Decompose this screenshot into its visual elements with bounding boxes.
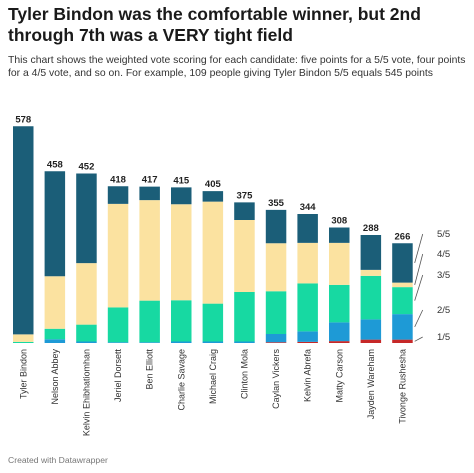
bar-segment-4-5-kelvin-abrefa [297,242,318,284]
bar-segment-2-5-jayden-wareham [360,319,382,340]
bar-segment-4-5-jayden-wareham [360,269,382,276]
bar-segment-2-5-kelvin-abrefa [297,331,318,342]
bar-segment-4-5-tivonge-rushesha [392,282,413,288]
bar-segment-3-5-charlie-savage [171,300,192,342]
legend-connector-2-5 [414,309,424,328]
category-label-tivonge-rushesha: Tivonge Rushesha [397,349,407,424]
chart-description: This chart shows the weighted vote scori… [8,55,466,80]
bar-segment-5-5-jayden-wareham [360,235,382,270]
bar-segment-3-5-michael-craig [202,303,224,342]
total-label-caylan-vickers: 355 [268,198,285,209]
category-label-michael-craig: Michael Craig [208,349,218,404]
bar-segment-5-5-charlie-savage [171,187,192,205]
bar-segment-5-5-kelvin-abrefa [297,214,318,243]
category-label-tyler-bindon: Tyler Bindon [18,349,28,399]
bar-segment-5-5-kelvin-ehibhatiomhan [76,173,97,264]
category-label-ben-elliott: Ben Elliott [145,349,155,390]
bar-segment-4-5-ben-elliott [139,200,160,301]
bar-segment-4-5-tyler-bindon [13,334,34,342]
chart-title: Tyler Bindon was the comfortable winner,… [8,4,421,45]
category-label-nelson-abbey: Nelson Abbey [50,349,60,405]
bar-segment-3-5-kelvin-ehibhatiomhan [76,324,97,342]
bar-segment-5-5-tyler-bindon [13,126,34,335]
bar-segment-2-5-caylan-vickers [265,334,287,343]
total-label-kelvin-abrefa: 344 [300,202,317,213]
bar-segment-5-5-clinton-mola [234,202,255,220]
category-label-jayden-wareham: Jayden Wareham [366,349,376,419]
bar-segment-4-5-kelvin-ehibhatiomhan [76,263,97,325]
bar-segment-5-5-michael-craig [202,191,224,202]
bar-segment-5-5-matty-carson [329,227,350,243]
total-label-tyler-bindon: 578 [15,114,31,125]
bar-segment-5-5-nelson-abbey [44,171,66,277]
bar-segment-2-5-clinton-mola [234,341,255,343]
category-label-kelvin-ehibhatiomhan: Kelvin Ehibhatiomhan [81,349,91,436]
legend-connector-1-5 [414,336,423,342]
total-label-clinton-mola: 375 [237,190,254,201]
category-label-kelvin-abrefa: Kelvin Abrefa [303,349,313,402]
bar-segment-4-5-matty-carson [329,242,350,285]
legend-label-2-5: 2/5 [437,305,450,316]
total-label-jeriel-dorsett: 418 [110,174,126,185]
category-label-charlie-savage: Charlie Savage [176,349,186,411]
total-label-michael-craig: 405 [205,179,222,190]
bar-segment-3-5-kelvin-abrefa [297,283,318,332]
legend-label-5-5: 5/5 [437,229,450,240]
total-label-tivonge-rushesha: 266 [395,231,411,242]
legend-label-1-5: 1/5 [437,332,450,343]
legend-label-3-5: 3/5 [437,270,450,281]
bar-segment-3-5-clinton-mola [234,292,255,342]
bar-segment-5-5-caylan-vickers [265,209,287,244]
legend-label-4-5: 4/5 [437,249,450,260]
total-label-ben-elliott: 417 [142,175,158,186]
bar-segment-4-5-jeriel-dorsett [107,203,129,308]
bar-segment-2-5-kelvin-ehibhatiomhan [76,341,97,343]
category-label-matty-carson: Matty Carson [334,349,344,403]
total-label-charlie-savage: 415 [173,175,190,186]
bar-segment-2-5-nelson-abbey [44,339,66,343]
bar-segment-1-5-kelvin-abrefa [297,341,318,343]
bar-segment-1-5-tivonge-rushesha [392,339,413,343]
bar-segment-4-5-charlie-savage [171,204,192,301]
category-label-caylan-vickers: Caylan Vickers [271,349,281,409]
legend-connector-5-5 [414,233,424,264]
bar-segment-2-5-charlie-savage [171,341,192,343]
legend-connector-4-5 [414,253,424,285]
bar-segment-3-5-matty-carson [329,284,350,323]
bar-segment-2-5-ben-elliott [139,342,160,343]
total-label-jayden-wareham: 288 [363,223,379,234]
category-label-jeriel-dorsett: Jeriel Dorsett [113,349,123,403]
bar-segment-5-5-jeriel-dorsett [107,186,129,204]
bar-segment-3-5-jeriel-dorsett [107,307,129,343]
bar-segment-4-5-caylan-vickers [265,243,287,292]
bar-segment-5-5-tivonge-rushesha [392,243,413,283]
total-label-kelvin-ehibhatiomhan: 452 [79,162,95,173]
total-label-nelson-abbey: 458 [47,159,63,170]
bar-segment-3-5-nelson-abbey [44,328,66,340]
bar-segment-4-5-clinton-mola [234,220,255,292]
bar-segment-3-5-caylan-vickers [265,291,287,334]
total-label-matty-carson: 308 [331,216,347,227]
bar-segment-3-5-ben-elliott [139,300,160,343]
bar-segment-5-5-ben-elliott [139,186,160,201]
bar-segment-1-5-jayden-wareham [360,339,382,343]
category-label-clinton-mola: Clinton Mola [239,349,249,399]
bar-segment-2-5-jeriel-dorsett [107,342,129,343]
bar-segment-4-5-nelson-abbey [44,276,66,329]
bar-segment-3-5-tivonge-rushesha [392,287,413,315]
bar-segment-2-5-michael-craig [202,341,224,343]
bar-segment-3-5-jayden-wareham [360,275,382,320]
footer-credit: Created with Datawrapper [8,455,108,465]
bar-segment-3-5-tyler-bindon [13,341,34,343]
bar-segment-2-5-tivonge-rushesha [392,314,413,340]
legend-connector-3-5 [414,274,424,301]
bar-segment-1-5-caylan-vickers [265,342,287,343]
bar-segment-2-5-matty-carson [329,322,350,342]
bar-segment-4-5-michael-craig [202,201,224,304]
bar-segment-1-5-matty-carson [329,341,350,343]
